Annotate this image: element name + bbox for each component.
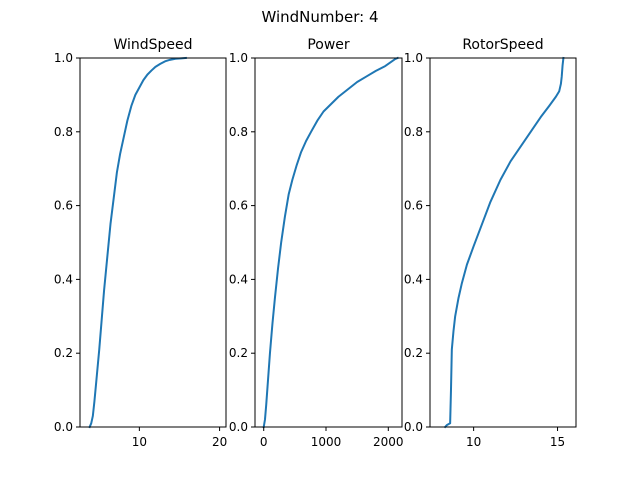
y-tick-label: 0.0 (54, 420, 73, 434)
y-tick-label: 0.6 (229, 199, 248, 213)
x-tick-label: 1000 (311, 435, 342, 449)
x-tick-label: 10 (132, 435, 147, 449)
y-tick-label: 0.6 (404, 199, 423, 213)
axes-frame (254, 57, 403, 428)
panels: WindSpeed 0.0 0.2 0.4 0.6 0.8 1.0 10 20 Power 0.0 0… (54, 37, 577, 449)
series-line (262, 56, 399, 429)
panel-title: RotorSpeed (462, 37, 543, 53)
y-tick-label: 0.8 (229, 125, 248, 139)
y-tick-label: 1.0 (54, 51, 73, 65)
x-tick-label: 15 (550, 435, 565, 449)
figure-suptitle: WindNumber: 4 (261, 8, 378, 26)
y-tick-label: 0.4 (229, 272, 248, 286)
x-tick-label: 2000 (373, 435, 404, 449)
y-tick-label: 0.8 (404, 125, 423, 139)
axes-frame (79, 57, 227, 428)
series-line (443, 56, 565, 429)
panel-title: WindSpeed (113, 37, 192, 53)
y-tick-label: 0.0 (229, 420, 248, 434)
y-tick-label: 0.4 (54, 272, 73, 286)
panel-2: Power 0.0 0.2 0.4 0.6 0.8 1.0 0 1000 2000 (229, 37, 404, 449)
y-tick-label: 0.6 (54, 199, 73, 213)
panel-1: WindSpeed 0.0 0.2 0.4 0.6 0.8 1.0 10 20 (54, 37, 227, 449)
axes-frame (429, 57, 577, 428)
y-tick-label: 0.2 (229, 346, 248, 360)
series-line (88, 56, 187, 429)
y-tick-label: 1.0 (404, 51, 423, 65)
y-tick-label: 0.2 (54, 346, 73, 360)
y-tick-label: 0.8 (54, 125, 73, 139)
panel-3: RotorSpeed 0.0 0.2 0.4 0.6 0.8 1.0 10 15 (404, 37, 577, 449)
y-tick-label: 1.0 (229, 51, 248, 65)
x-tick-label: 20 (212, 435, 227, 449)
x-tick-label: 0 (260, 435, 268, 449)
y-tick-label: 0.4 (404, 272, 423, 286)
y-tick-label: 0.0 (404, 420, 423, 434)
x-tick-label: 10 (466, 435, 481, 449)
panel-title: Power (307, 37, 350, 53)
y-tick-label: 0.2 (404, 346, 423, 360)
